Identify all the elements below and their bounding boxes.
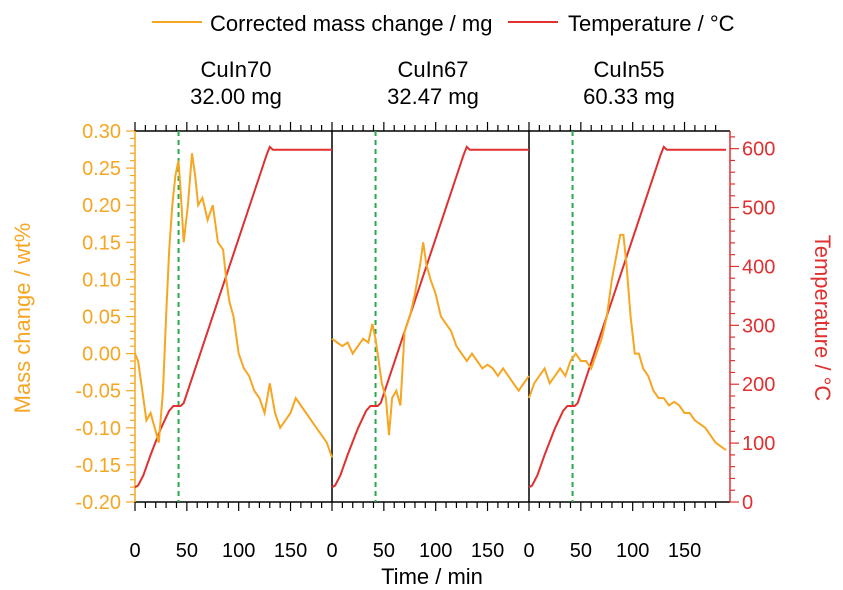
y-axis-label-left: Mass change / wt% — [10, 223, 35, 414]
y-tick-label-right: 100 — [742, 433, 775, 455]
plot-layer: 0.30 0.25 0.20 0.15 0.10 0.05 0.00 -0.05 -0.10 -0… — [75, 121, 775, 562]
legend-label-mass: Corrected mass change / mg — [210, 11, 492, 36]
y-tick-label-left: 0.30 — [82, 121, 121, 143]
y-tick-label-left: -0.05 — [75, 381, 121, 403]
y-axis-label-right: Temperature / °C — [810, 235, 835, 402]
x-tick-label: 100 — [616, 540, 649, 562]
x-tick-label: 0 — [326, 540, 337, 562]
y-tick-label-left: 0.05 — [82, 307, 121, 329]
panel-mass-1: 32.00 mg — [190, 84, 282, 109]
x-tick-label: 150 — [274, 540, 307, 562]
series-mass-line — [528, 233, 727, 451]
y-tick-label-left: 0.00 — [82, 344, 121, 366]
panel-title-1: CuIn70 — [201, 57, 272, 82]
panel-titles: CuIn70 32.00 mg CuIn67 32.47 mg CuIn55 6… — [190, 57, 675, 109]
series-temperature-line — [528, 145, 726, 489]
y-tick-label-left: -0.15 — [75, 455, 121, 477]
y-tick-label-right: 200 — [742, 374, 775, 396]
panel-mass-3: 60.33 mg — [583, 84, 675, 109]
x-axis-label: Time / min — [381, 564, 483, 589]
y-tick-label-right: 0 — [742, 492, 753, 514]
y-tick-label-left: 0.20 — [82, 195, 121, 217]
y-tick-label-right: 400 — [742, 256, 775, 278]
y-tick-label-right: 300 — [742, 315, 775, 337]
legend: Corrected mass change / mg Temperature /… — [152, 11, 735, 36]
y-tick-label-left: 0.10 — [82, 269, 121, 291]
y-tick-label-left: 0.25 — [82, 158, 121, 180]
panel-title-2: CuIn67 — [398, 57, 469, 82]
x-tick-label: 50 — [570, 540, 592, 562]
legend-label-temperature: Temperature / °C — [568, 11, 735, 36]
series-temperature-line — [134, 145, 332, 489]
series-temperature-line — [331, 145, 529, 489]
panel-title-3: CuIn55 — [594, 57, 665, 82]
y-tick-label-right: 500 — [742, 198, 775, 220]
x-tick-label: 150 — [668, 540, 701, 562]
y-tick-label-left: -0.10 — [75, 418, 121, 440]
y-tick-label-left: 0.15 — [82, 232, 121, 254]
x-tick-label: 50 — [373, 540, 395, 562]
x-tick-label: 100 — [419, 540, 452, 562]
x-tick-label: 0 — [523, 540, 534, 562]
x-tick-label: 0 — [129, 540, 140, 562]
series-mass-line — [134, 153, 333, 458]
panel-mass-2: 32.47 mg — [387, 84, 479, 109]
y-tick-label-right: 600 — [742, 139, 775, 161]
x-tick-label: 150 — [471, 540, 504, 562]
x-tick-label: 50 — [176, 540, 198, 562]
x-tick-label: 100 — [222, 540, 255, 562]
y-tick-label-left: -0.20 — [75, 492, 121, 514]
series-mass-line — [331, 242, 530, 436]
